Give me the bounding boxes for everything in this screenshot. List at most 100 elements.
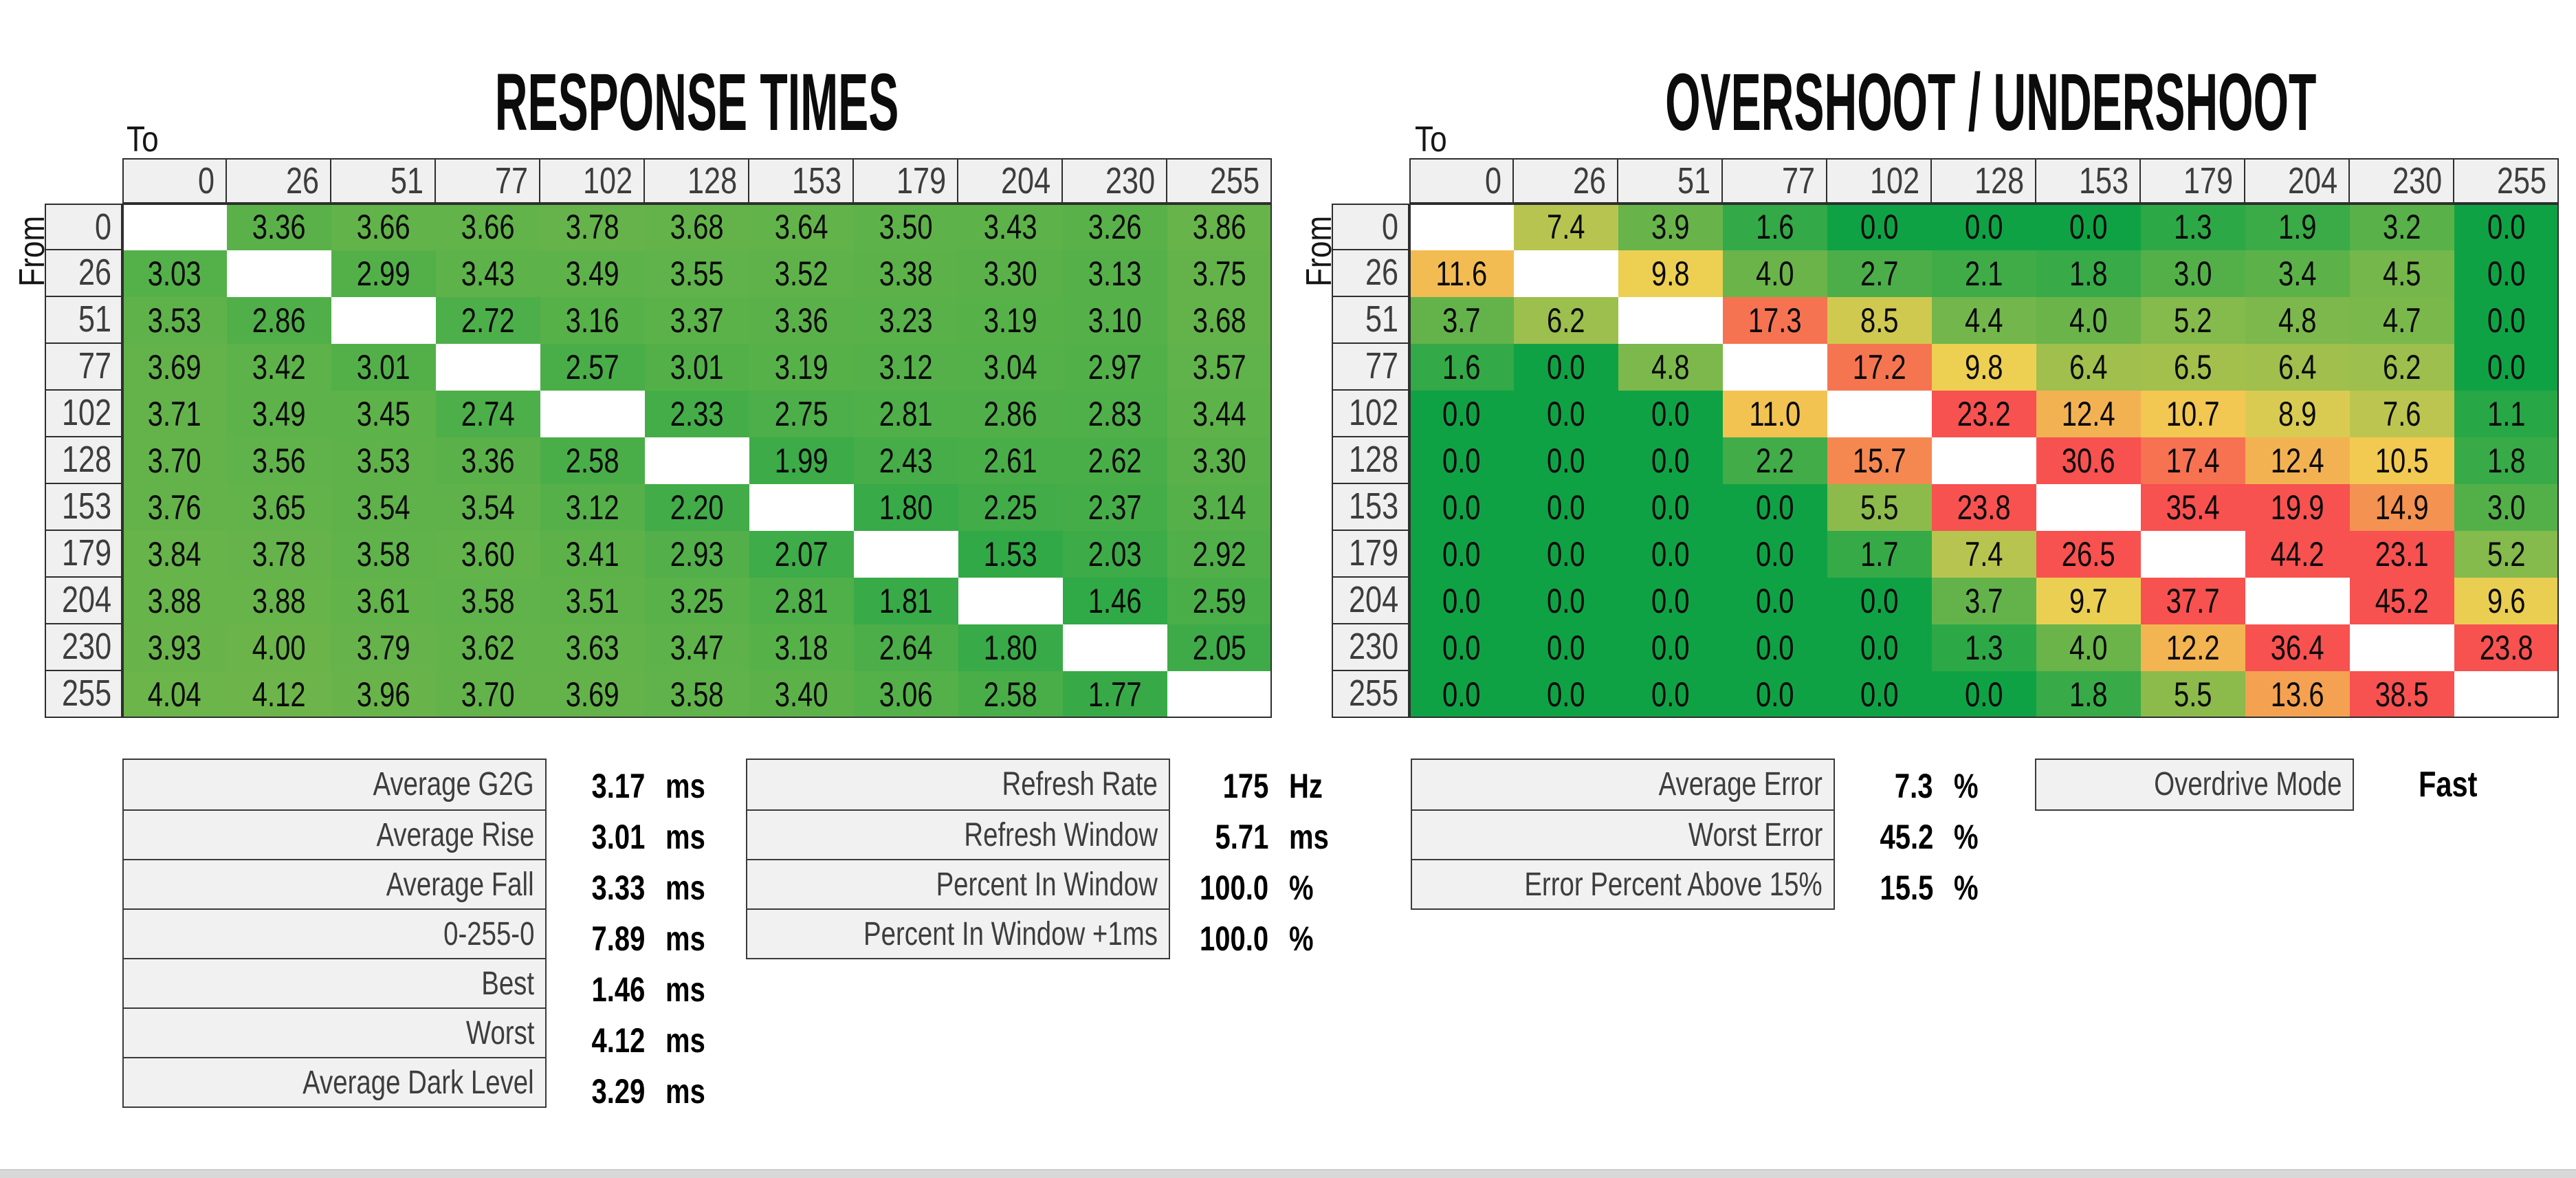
overshoot-cell[interactable]: 17.4 bbox=[2141, 437, 2245, 484]
overshoot-cell[interactable]: 0.0 bbox=[1827, 624, 1932, 671]
overshoot-cell[interactable]: 30.6 bbox=[2036, 437, 2141, 484]
overshoot-cell[interactable]: 10.5 bbox=[2350, 437, 2454, 484]
response-times-cell[interactable]: 2.74 bbox=[436, 391, 540, 437]
overshoot-cell[interactable]: 0.0 bbox=[1723, 578, 1827, 624]
response-times-cell[interactable]: 3.65 bbox=[227, 484, 331, 531]
response-times-cell[interactable]: 2.81 bbox=[749, 578, 854, 624]
overshoot-cell[interactable]: 1.3 bbox=[2141, 204, 2245, 250]
response-times-cell[interactable]: 3.25 bbox=[645, 578, 749, 624]
response-times-cell[interactable]: 3.69 bbox=[122, 344, 227, 391]
overshoot-cell[interactable]: 1.9 bbox=[2245, 204, 2350, 250]
response-times-cell[interactable]: 3.53 bbox=[122, 297, 227, 344]
overshoot-cell[interactable]: 0.0 bbox=[1514, 578, 1618, 624]
overshoot-cell[interactable]: 0.0 bbox=[1618, 391, 1723, 437]
overshoot-cell[interactable]: 8.9 bbox=[2245, 391, 2350, 437]
response-times-cell[interactable]: 2.07 bbox=[749, 531, 854, 578]
overshoot-cell[interactable]: 3.0 bbox=[2141, 250, 2245, 297]
overshoot-cell[interactable]: 14.9 bbox=[2350, 484, 2454, 531]
overshoot-cell[interactable]: 0.0 bbox=[1409, 391, 1514, 437]
response-times-cell[interactable]: 2.93 bbox=[645, 531, 749, 578]
overshoot-cell[interactable]: 0.0 bbox=[1409, 437, 1514, 484]
response-times-cell[interactable]: 2.43 bbox=[854, 437, 958, 484]
response-times-cell[interactable]: 3.37 bbox=[645, 297, 749, 344]
response-times-cell[interactable]: 2.92 bbox=[1167, 531, 1272, 578]
response-times-cell[interactable]: 3.04 bbox=[958, 344, 1063, 391]
overshoot-cell[interactable]: 0.0 bbox=[1409, 578, 1514, 624]
overshoot-cell[interactable]: 2.2 bbox=[1723, 437, 1827, 484]
overshoot-cell[interactable]: 2.7 bbox=[1827, 250, 1932, 297]
overshoot-cell[interactable]: 0.0 bbox=[1723, 671, 1827, 718]
overshoot-cell[interactable]: 0.0 bbox=[2454, 344, 2559, 391]
overshoot-cell[interactable]: 3.4 bbox=[2245, 250, 2350, 297]
overshoot-cell[interactable]: 1.7 bbox=[1827, 531, 1932, 578]
response-times-cell[interactable]: 3.36 bbox=[749, 297, 854, 344]
overshoot-cell[interactable]: 6.5 bbox=[2141, 344, 2245, 391]
overshoot-cell[interactable]: 0.0 bbox=[1514, 671, 1618, 718]
overshoot-cell[interactable]: 12.4 bbox=[2036, 391, 2141, 437]
overshoot-cell[interactable]: 0.0 bbox=[1514, 624, 1618, 671]
overshoot-cell[interactable]: 23.8 bbox=[1932, 484, 2036, 531]
response-times-cell[interactable]: 3.18 bbox=[749, 624, 854, 671]
overshoot-cell[interactable]: 0.0 bbox=[2454, 250, 2559, 297]
overshoot-cell[interactable]: 4.0 bbox=[2036, 624, 2141, 671]
overshoot-cell[interactable]: 0.0 bbox=[1409, 624, 1514, 671]
overshoot-cell[interactable]: 23.2 bbox=[1932, 391, 2036, 437]
response-times-cell[interactable]: 3.49 bbox=[227, 391, 331, 437]
response-times-cell[interactable]: 3.42 bbox=[227, 344, 331, 391]
response-times-cell[interactable]: 3.13 bbox=[1063, 250, 1167, 297]
overshoot-cell[interactable]: 6.2 bbox=[1514, 297, 1618, 344]
response-times-cell[interactable]: 3.69 bbox=[540, 671, 645, 718]
response-times-cell[interactable]: 2.58 bbox=[958, 671, 1063, 718]
overshoot-cell[interactable]: 2.1 bbox=[1932, 250, 2036, 297]
overshoot-cell[interactable]: 17.3 bbox=[1723, 297, 1827, 344]
response-times-cell[interactable]: 3.55 bbox=[645, 250, 749, 297]
overshoot-cell[interactable]: 17.2 bbox=[1827, 344, 1932, 391]
overshoot-cell[interactable]: 8.5 bbox=[1827, 297, 1932, 344]
response-times-cell[interactable]: 3.50 bbox=[854, 204, 958, 250]
response-times-cell[interactable]: 3.10 bbox=[1063, 297, 1167, 344]
response-times-cell[interactable]: 3.75 bbox=[1167, 250, 1272, 297]
response-times-cell[interactable]: 2.81 bbox=[854, 391, 958, 437]
overshoot-cell[interactable]: 10.7 bbox=[2141, 391, 2245, 437]
response-times-cell[interactable]: 3.78 bbox=[227, 531, 331, 578]
overshoot-cell[interactable]: 7.6 bbox=[2350, 391, 2454, 437]
response-times-cell[interactable]: 4.04 bbox=[122, 671, 227, 718]
response-times-cell[interactable]: 2.99 bbox=[331, 250, 436, 297]
response-times-cell[interactable]: 3.71 bbox=[122, 391, 227, 437]
overshoot-cell[interactable]: 0.0 bbox=[1514, 484, 1618, 531]
overshoot-cell[interactable]: 3.7 bbox=[1932, 578, 2036, 624]
response-times-cell[interactable]: 3.51 bbox=[540, 578, 645, 624]
overshoot-cell[interactable]: 4.4 bbox=[1932, 297, 2036, 344]
response-times-cell[interactable]: 3.56 bbox=[227, 437, 331, 484]
overshoot-cell[interactable]: 15.7 bbox=[1827, 437, 1932, 484]
response-times-cell[interactable]: 3.53 bbox=[331, 437, 436, 484]
response-times-cell[interactable]: 3.40 bbox=[749, 671, 854, 718]
response-times-cell[interactable]: 2.75 bbox=[749, 391, 854, 437]
response-times-cell[interactable]: 3.58 bbox=[645, 671, 749, 718]
overshoot-cell[interactable]: 0.0 bbox=[1723, 624, 1827, 671]
overshoot-cell[interactable]: 3.7 bbox=[1409, 297, 1514, 344]
overshoot-cell[interactable]: 0.0 bbox=[1514, 344, 1618, 391]
response-times-cell[interactable]: 3.12 bbox=[540, 484, 645, 531]
response-times-cell[interactable]: 3.12 bbox=[854, 344, 958, 391]
response-times-cell[interactable]: 2.86 bbox=[227, 297, 331, 344]
overshoot-cell[interactable]: 0.0 bbox=[1618, 437, 1723, 484]
response-times-cell[interactable]: 2.61 bbox=[958, 437, 1063, 484]
response-times-cell[interactable]: 3.68 bbox=[1167, 297, 1272, 344]
response-times-cell[interactable]: 2.83 bbox=[1063, 391, 1167, 437]
response-times-cell[interactable]: 3.78 bbox=[540, 204, 645, 250]
response-times-cell[interactable]: 3.19 bbox=[958, 297, 1063, 344]
response-times-cell[interactable]: 3.23 bbox=[854, 297, 958, 344]
response-times-cell[interactable]: 3.88 bbox=[122, 578, 227, 624]
response-times-cell[interactable]: 3.01 bbox=[331, 344, 436, 391]
overshoot-cell[interactable]: 23.8 bbox=[2454, 624, 2559, 671]
overshoot-cell[interactable]: 0.0 bbox=[1723, 484, 1827, 531]
response-times-cell[interactable]: 3.66 bbox=[436, 204, 540, 250]
overshoot-cell[interactable]: 0.0 bbox=[1618, 624, 1723, 671]
response-times-cell[interactable]: 3.60 bbox=[436, 531, 540, 578]
response-times-cell[interactable]: 1.46 bbox=[1063, 578, 1167, 624]
response-times-cell[interactable]: 2.62 bbox=[1063, 437, 1167, 484]
overshoot-cell[interactable]: 9.7 bbox=[2036, 578, 2141, 624]
response-times-cell[interactable]: 3.26 bbox=[1063, 204, 1167, 250]
response-times-cell[interactable]: 3.88 bbox=[227, 578, 331, 624]
